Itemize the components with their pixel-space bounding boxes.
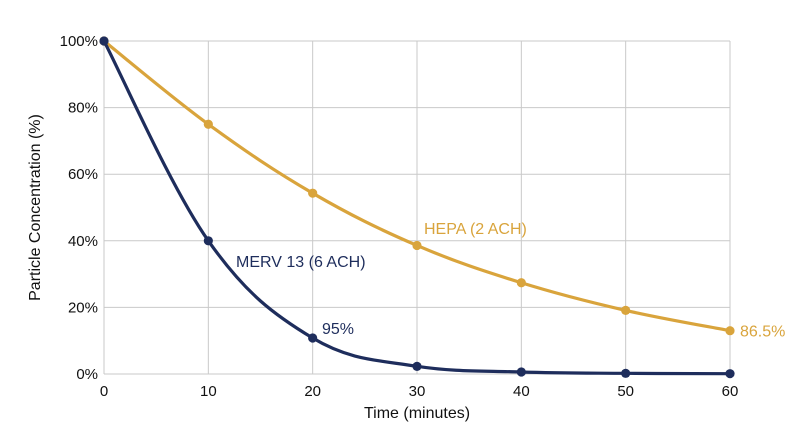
x-tick-label-60: 60 (722, 383, 739, 400)
x-tick-label-50: 50 (617, 383, 634, 400)
x-tick-label-30: 30 (409, 383, 426, 400)
annotation-merv-point: 95% (322, 321, 354, 338)
annotation-hepa-end: 86.5% (740, 324, 785, 341)
y-axis-ticks: 0% 20% 40% 60% 80% 100% (60, 33, 98, 383)
x-tick-label-40: 40 (513, 383, 530, 400)
y-tick-label-20: 20% (68, 299, 98, 316)
data-point-merv-20 (308, 333, 318, 343)
series-label-hepa: HEPA (2 ACH) (424, 221, 527, 238)
x-tick-label-10: 10 (200, 383, 217, 400)
data-point-hepa-50 (621, 305, 631, 315)
y-tick-label-60: 60% (68, 166, 98, 183)
data-point-hepa-10 (203, 119, 213, 129)
data-point-hepa-30 (412, 240, 422, 251)
labels-layer: HEPA (2 ACH) MERV 13 (6 ACH) 86.5% 95% (236, 221, 785, 341)
y-tick-label-80: 80% (68, 100, 98, 117)
data-point-merv-30 (412, 361, 422, 371)
data-point-merv-40 (516, 367, 526, 377)
series-layer (99, 36, 735, 379)
data-point-merv-0 (99, 36, 109, 46)
y-tick-label-40: 40% (68, 233, 98, 250)
grid (103, 40, 731, 375)
y-tick-label-100: 100% (60, 33, 98, 50)
data-point-merv-10 (203, 236, 213, 246)
data-point-hepa-40 (516, 278, 526, 288)
x-axis-ticks: 0 10 20 30 40 50 60 (100, 383, 739, 400)
data-point-hepa-20 (308, 188, 318, 198)
series-label-merv: MERV 13 (6 ACH) (236, 254, 366, 271)
y-axis-title: Particle Concentration (%) (27, 114, 44, 301)
data-point-merv-60 (725, 369, 735, 379)
data-point-merv-50 (621, 368, 631, 378)
x-tick-label-20: 20 (304, 383, 321, 400)
x-axis-title: Time (minutes) (364, 405, 470, 422)
data-point-hepa-60 (725, 326, 735, 336)
x-tick-label-0: 0 (100, 383, 108, 400)
y-tick-label-0: 0% (76, 366, 98, 383)
